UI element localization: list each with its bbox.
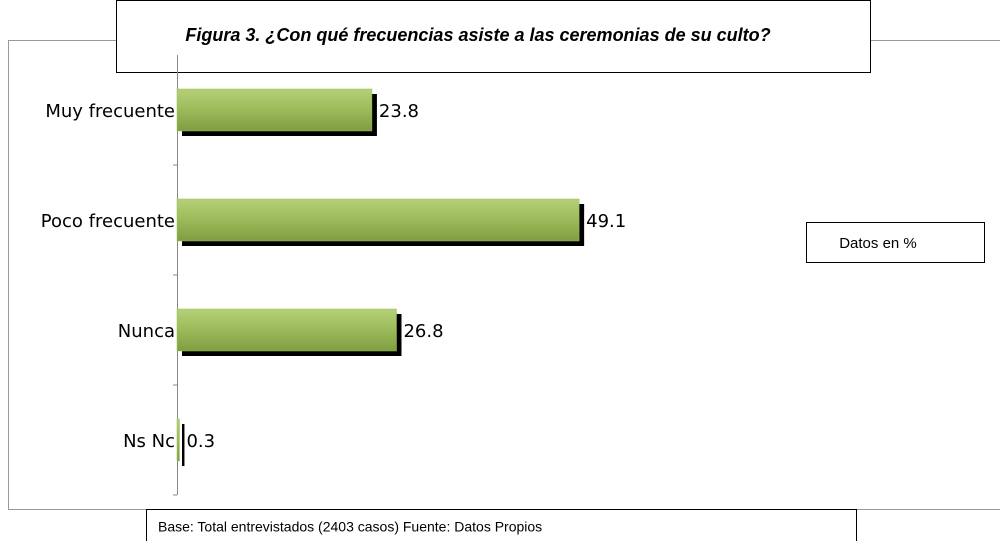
chart-title: Figura 3. ¿Con qué frecuencias asiste a … (185, 25, 770, 45)
data-label: 49.1 (586, 211, 626, 232)
bar (176, 308, 397, 352)
annotation: Datos en % (839, 235, 917, 252)
footnote-box (146, 509, 857, 541)
y-tick-label: Poco frecuente (41, 211, 175, 232)
bar-shadow (182, 424, 185, 466)
data-label: 0.3 (186, 431, 215, 452)
bar (176, 88, 373, 132)
y-tick-label: Muy frecuente (45, 101, 175, 122)
title-box (116, 0, 871, 73)
bar (176, 418, 180, 462)
footnote: Base: Total entrevistados (2403 casos) F… (158, 519, 542, 535)
data-label: 26.8 (403, 321, 443, 342)
y-tick-label: Nunca (118, 321, 175, 342)
y-tick-label: Ns Nc (123, 431, 175, 452)
bar (176, 198, 580, 242)
data-label: 23.8 (379, 101, 419, 122)
annotation-box (806, 222, 985, 263)
